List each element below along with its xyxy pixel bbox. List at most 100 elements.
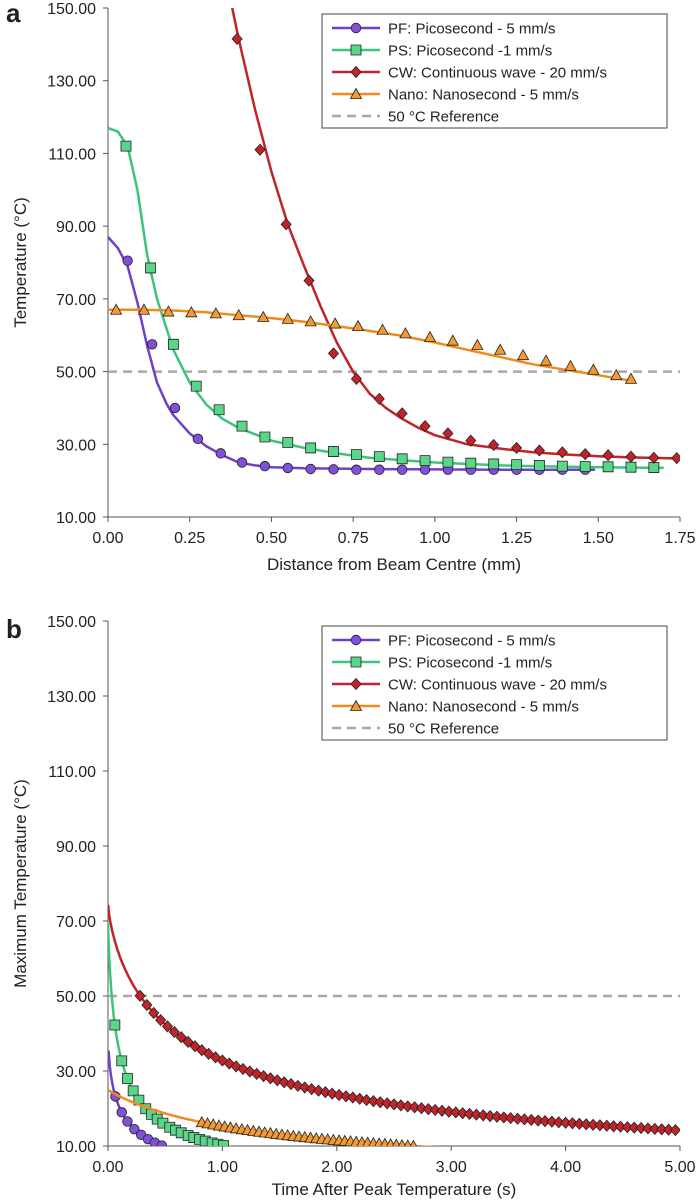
data-point (215, 448, 226, 459)
data-point (663, 1123, 675, 1136)
y-tick-label: 10.00 (56, 510, 96, 527)
data-point (351, 449, 362, 460)
data-point (304, 315, 317, 327)
legend-label: PS: Picosecond -1 mm/s (388, 655, 552, 672)
data-point (285, 1077, 297, 1091)
legend-marker (350, 656, 362, 668)
data-point (251, 1067, 263, 1080)
data-point (649, 1122, 661, 1135)
data-point (237, 1062, 249, 1076)
data-point (511, 459, 522, 471)
data-point (190, 380, 202, 392)
data-point (465, 457, 477, 469)
panel-label: a (6, 0, 21, 28)
y-tick-label: 130.00 (47, 689, 96, 706)
data-point (148, 1006, 160, 1020)
data-point (305, 442, 317, 454)
data-point (628, 1121, 640, 1134)
legend-label: PF: Picosecond - 5 mm/s (388, 633, 556, 650)
data-point (281, 312, 294, 324)
series-line (108, 308, 632, 382)
y-tick-label: 50.00 (56, 989, 96, 1006)
legend: PF: Picosecond - 5 mm/s PS: Picosecond -1… (321, 625, 668, 741)
chart-panel-b: b 10.00 30.00 50.00 70.00 90.00 110.00 130.00 15… (6, 614, 696, 1199)
plot-area (108, 904, 680, 1146)
legend-item: CW: Continuous wave - 20 mm/s (332, 65, 607, 82)
data-point (534, 459, 545, 471)
data-point (409, 1139, 417, 1146)
legend-item: PS: Picosecond -1 mm/s (332, 655, 552, 672)
data-point (137, 303, 151, 315)
data-point (579, 448, 591, 461)
data-point (213, 404, 225, 416)
data-point (396, 453, 408, 465)
data-point (236, 420, 248, 432)
data-point (608, 1120, 620, 1133)
legend-marker (350, 634, 362, 646)
data-point (305, 463, 316, 475)
panel-label: b (6, 614, 22, 644)
data-point (373, 451, 385, 463)
x-tick-label: 3.00 (436, 1159, 467, 1176)
data-point (463, 1107, 476, 1121)
data-point (328, 317, 342, 329)
data-point (319, 1086, 331, 1099)
data-point (361, 1093, 373, 1107)
y-tick-label: 110.00 (48, 146, 96, 163)
y-tick-label: 90.00 (56, 219, 96, 236)
legend-label: 50 °C Reference (388, 721, 499, 738)
series-3 (108, 1089, 436, 1146)
data-point (216, 1054, 228, 1067)
data-point (218, 1140, 229, 1146)
data-point (470, 1108, 482, 1121)
x-tick-label: 4.00 (550, 1159, 581, 1176)
series-3 (108, 303, 638, 384)
data-point (381, 1097, 393, 1110)
data-point (155, 1013, 167, 1027)
series-1 (108, 923, 232, 1146)
data-point (648, 462, 660, 473)
series-2 (108, 904, 680, 1137)
legend-label: PF: Picosecond - 5 mm/s (388, 21, 556, 38)
data-point (145, 262, 156, 274)
x-tick-label: 0.00 (92, 1159, 123, 1176)
y-tick-label: 110.00 (48, 764, 96, 781)
legend-item: 50 °C Reference (332, 721, 499, 738)
data-point (491, 1110, 503, 1123)
data-point (498, 1111, 510, 1124)
legend-label: PS: Picosecond -1 mm/s (388, 43, 552, 60)
data-point (367, 1095, 379, 1108)
data-point (560, 1116, 572, 1129)
data-point (546, 1115, 558, 1128)
data-point (109, 1019, 121, 1031)
data-point (122, 255, 133, 266)
data-point (232, 308, 245, 321)
data-point (299, 1081, 311, 1094)
data-point (415, 1102, 427, 1115)
y-axis-title: Maximum Temperature (°C) (11, 779, 30, 988)
data-point (223, 1057, 235, 1070)
data-point (374, 464, 385, 475)
data-point (351, 319, 365, 332)
data-point (477, 1109, 489, 1122)
data-point (624, 372, 638, 384)
data-point (185, 305, 198, 318)
data-point (209, 1051, 222, 1064)
legend-label: Nano: Nanosecond - 5 mm/s (388, 699, 579, 716)
data-point (525, 1113, 537, 1127)
data-point (450, 1106, 462, 1119)
data-point (109, 303, 123, 315)
legend-marker (349, 87, 363, 99)
data-point (257, 310, 270, 322)
data-point (282, 462, 293, 474)
y-tick-label: 150.00 (47, 614, 96, 631)
chart-panel-a: a 10.00 30.00 50.00 70.00 90.00 110.00 130.00 15… (6, 0, 696, 574)
data-point (511, 441, 523, 455)
data-point (556, 460, 568, 472)
legend-marker (350, 44, 362, 56)
data-point (601, 1119, 613, 1132)
data-point (122, 1116, 133, 1127)
data-point (282, 437, 294, 448)
data-point (587, 1118, 599, 1131)
y-axis-title: Temperature (°C) (11, 197, 30, 328)
